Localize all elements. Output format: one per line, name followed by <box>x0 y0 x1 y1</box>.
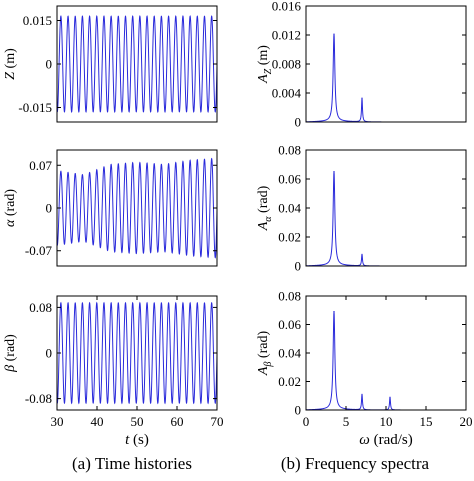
series-line <box>306 171 466 267</box>
axes-frame <box>305 149 467 267</box>
y-tick-label: 0.08 <box>278 143 301 158</box>
y-tick-label: -0.07 <box>25 243 53 258</box>
y-axis-label: β (rad) <box>3 334 18 373</box>
x-tick-label: 30 <box>51 414 64 429</box>
x-tick-label: 10 <box>380 414 393 429</box>
x-tick-label: 20 <box>460 414 473 429</box>
y-axis-label: Aβ (rad) <box>256 331 274 377</box>
axes-frame <box>305 295 467 411</box>
y-tick-label: 0.07 <box>29 158 52 173</box>
y-axis-label: AZ (m) <box>256 45 274 84</box>
y-tick-label: 0.008 <box>272 57 301 72</box>
caption-frequency-spectra: (b) Frequency spectra <box>280 454 430 473</box>
y-tick-label: 0.004 <box>272 86 302 101</box>
panel-spectrum-beta: 0.08 0.06 0.04 0.02 00 5 10 15 20 Aβ (rad) ω (rad/… <box>256 289 473 449</box>
series-line <box>305 310 466 411</box>
series-line <box>305 33 466 123</box>
y-tick-label: 0.06 <box>278 172 301 187</box>
series-line <box>56 157 218 259</box>
y-tick-label: 0.02 <box>278 374 301 389</box>
x-tick-label: 0 <box>303 414 310 429</box>
y-tick-label: 0.06 <box>278 317 301 332</box>
panel-spectrum-alpha: 0.08 0.06 0.04 0.02 0 Aα (rad) <box>256 143 467 274</box>
x-tick-label: 70 <box>211 414 224 429</box>
y-tick-label: 0.015 <box>23 13 52 28</box>
x-tick-label: 50 <box>131 414 144 429</box>
x-tick-label: 40 <box>91 414 104 429</box>
y-tick-label: 0.02 <box>278 230 301 245</box>
y-tick-label: 0 <box>295 403 302 418</box>
x-tick-label: 15 <box>420 414 433 429</box>
y-axis-label: Aα (rad) <box>256 185 274 231</box>
panel-time-beta: 0.08 0 -0.08 30 40 50 60 70 β (rad) t (s) <box>3 295 224 448</box>
y-tick-label: 0 <box>295 259 302 274</box>
y-tick-label: 0 <box>46 201 53 216</box>
axes-frame <box>305 5 467 123</box>
x-tick-label: 5 <box>343 414 350 429</box>
y-tick-label: 0.04 <box>278 201 301 216</box>
x-axis-label: ω (rad/s) <box>359 432 413 448</box>
y-axis-label: α (rad) <box>3 189 18 227</box>
y-tick-label: -0.015 <box>18 100 52 115</box>
panel-time-Z: 0.015 0 -0.015 Z (m) <box>3 5 218 123</box>
y-tick-label: 0.012 <box>272 28 301 43</box>
series-line <box>56 301 218 405</box>
y-tick-label: 0.08 <box>278 289 301 304</box>
y-tick-label: 0 <box>295 115 302 130</box>
y-tick-label: 0.016 <box>272 0 302 14</box>
y-tick-label: -0.08 <box>25 391 52 406</box>
y-tick-label: 0 <box>46 346 53 361</box>
y-tick-label: 0.04 <box>278 346 301 361</box>
x-tick-label: 60 <box>171 414 184 429</box>
panel-time-alpha: 0.07 0 -0.07 α (rad) <box>3 149 218 267</box>
y-axis-label: Z (m) <box>3 48 18 80</box>
y-tick-label: 0.08 <box>29 300 52 315</box>
caption-time-histories: (a) Time histories <box>72 454 192 473</box>
y-tick-label: 0 <box>46 57 53 72</box>
x-axis-label: t (s) <box>125 432 149 448</box>
series-line <box>56 14 218 114</box>
panel-spectrum-Z: 0.016 0.012 0.008 0.004 0 AZ (m) <box>256 0 467 130</box>
